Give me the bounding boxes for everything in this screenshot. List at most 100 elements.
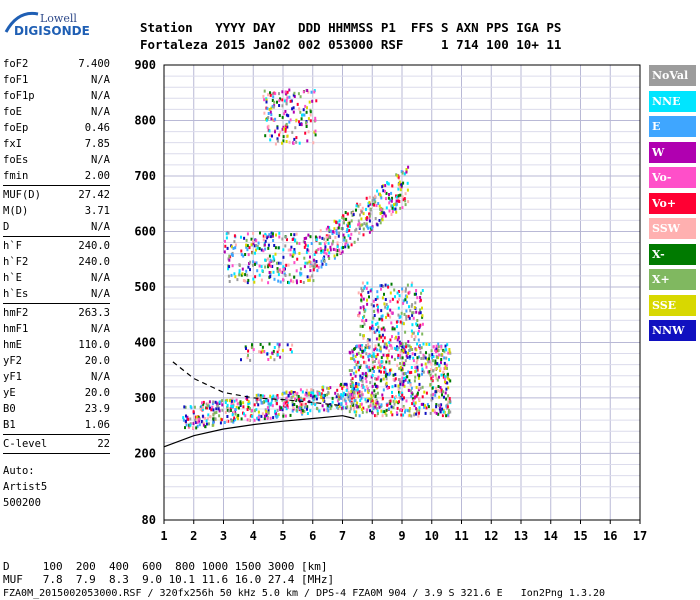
echo-point — [386, 386, 389, 390]
echo-point — [376, 290, 379, 294]
echo-point — [422, 370, 425, 374]
param-key: foF1 — [3, 74, 29, 86]
echo-point — [424, 411, 427, 415]
echo-point — [262, 234, 265, 238]
echo-point — [374, 298, 377, 301]
echo-point — [414, 375, 417, 379]
echo-point — [359, 377, 362, 381]
echo-point — [380, 364, 383, 368]
echo-point — [263, 98, 266, 102]
echo-point — [295, 136, 298, 140]
echo-point — [376, 308, 379, 312]
echo-point — [407, 351, 410, 355]
echo-point — [262, 249, 265, 253]
echo-point — [399, 356, 402, 360]
echo-point — [404, 203, 407, 207]
echo-point — [233, 399, 236, 403]
echo-point — [333, 219, 336, 223]
echo-point — [385, 342, 388, 346]
echo-point — [393, 288, 396, 292]
echo-point — [299, 396, 302, 400]
echo-point — [369, 208, 372, 212]
echo-point — [404, 342, 407, 346]
echo-point — [408, 305, 410, 309]
echo-point — [273, 100, 276, 104]
echo-point — [270, 117, 273, 121]
echo-point — [254, 275, 257, 279]
echo-point — [416, 296, 419, 300]
echo-point — [200, 420, 203, 423]
echo-point — [245, 245, 248, 249]
echo-point — [403, 345, 406, 349]
echo-point — [361, 206, 364, 210]
echo-point — [309, 113, 312, 117]
echo-point — [345, 382, 348, 386]
echo-point — [279, 408, 282, 411]
echo-point — [278, 114, 281, 117]
echo-point — [302, 113, 305, 117]
echo-point — [364, 361, 367, 365]
echo-point — [408, 290, 411, 294]
echo-point — [189, 423, 192, 427]
echo-point — [257, 410, 260, 414]
echo-point — [358, 314, 360, 318]
echo-point — [192, 426, 194, 430]
echo-point — [393, 357, 396, 361]
echo-point — [398, 390, 400, 394]
echo-point — [353, 358, 356, 362]
echo-point — [228, 280, 231, 283]
echo-point — [284, 401, 287, 405]
echo-point — [296, 281, 298, 285]
echo-point — [284, 414, 287, 418]
echo-point — [285, 99, 288, 102]
echo-point — [363, 286, 366, 290]
echo-point — [406, 188, 409, 192]
echo-point — [257, 415, 260, 419]
x-tick-label: 8 — [369, 529, 376, 543]
echo-point — [365, 222, 368, 226]
echo-point — [431, 356, 433, 360]
echo-point — [365, 410, 368, 414]
echo-point — [397, 175, 400, 179]
echo-point — [277, 270, 280, 274]
echo-point — [257, 393, 260, 397]
echo-point — [446, 403, 449, 407]
echo-point — [362, 355, 365, 359]
echo-point — [365, 374, 367, 378]
echo-point — [383, 328, 386, 332]
echo-point — [411, 348, 414, 351]
echo-point — [386, 307, 389, 310]
echo-point — [351, 357, 354, 360]
echo-point — [384, 184, 387, 188]
legend-item: X+ — [649, 269, 696, 290]
echo-point — [391, 395, 394, 398]
echo-point — [259, 394, 262, 398]
echo-point — [356, 202, 359, 206]
echo-point — [227, 267, 230, 271]
echo-point — [337, 402, 340, 406]
echo-point — [395, 210, 398, 214]
echo-point — [385, 303, 388, 306]
auto-line: Auto: — [3, 465, 35, 477]
echo-point — [302, 90, 305, 94]
echo-point — [411, 311, 414, 315]
echo-point — [342, 384, 345, 388]
echo-point — [362, 336, 365, 340]
echo-point — [349, 395, 352, 399]
echo-point — [342, 394, 344, 398]
echo-point — [376, 377, 379, 381]
param-value: N/A — [91, 221, 110, 233]
echo-point — [421, 332, 424, 336]
echo-point — [351, 393, 354, 397]
echo-point — [283, 127, 285, 131]
x-tick-label: 9 — [398, 529, 405, 543]
echo-point — [309, 110, 312, 114]
param-row: B0 23.9 — [3, 403, 110, 419]
echo-point — [329, 248, 332, 252]
echo-point — [396, 300, 399, 304]
echo-point — [346, 393, 349, 397]
echo-point — [215, 407, 218, 411]
echo-point — [300, 404, 303, 408]
echo-point — [374, 330, 377, 334]
echo-point — [264, 414, 266, 418]
